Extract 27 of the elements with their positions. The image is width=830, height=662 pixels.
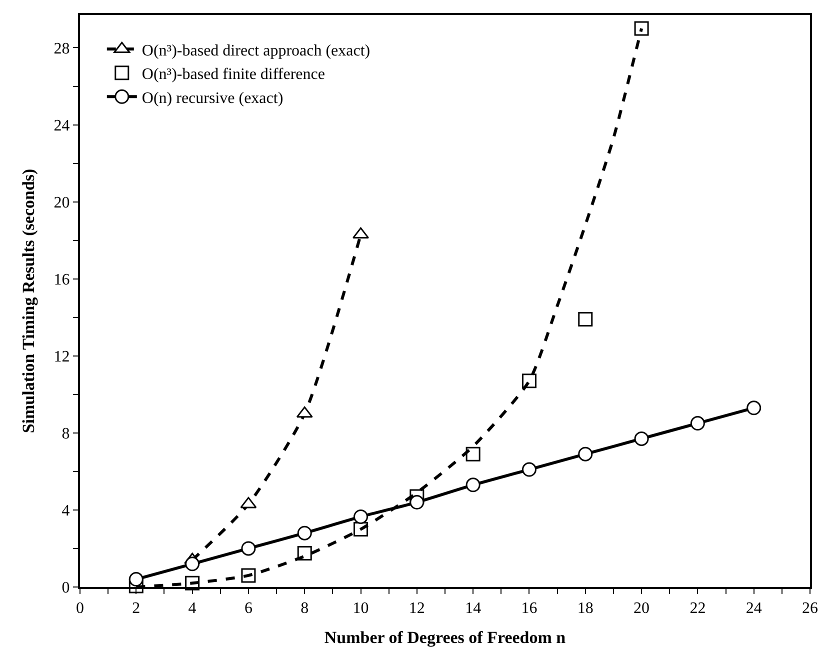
x-tick-label: 16 <box>521 600 538 618</box>
x-tick-label: 8 <box>300 600 309 618</box>
x-tick-label: 2 <box>132 600 140 618</box>
x-tick-label: 18 <box>577 600 594 618</box>
x-tick-label: 0 <box>76 600 84 618</box>
x-tick-label: 10 <box>352 600 369 618</box>
y-axis-title: Simulation Timing Results (seconds) <box>18 168 38 434</box>
y-tick-label: 12 <box>54 348 70 366</box>
x-axis-title: Number of Degrees of Freedom n <box>324 628 566 648</box>
y-tick-label: 16 <box>54 271 70 288</box>
x-tick-label: 14 <box>465 600 482 618</box>
x-tick-label: 20 <box>634 600 650 618</box>
x-tick-label: 4 <box>188 600 196 618</box>
y-tick-label: 8 <box>62 426 70 443</box>
x-tick-label: 22 <box>690 600 706 618</box>
y-tick-label: 28 <box>54 40 70 58</box>
y-tick-label: 24 <box>54 117 70 134</box>
legend-label: O(n³)-based finite difference <box>142 66 325 84</box>
x-tick-label: 26 <box>802 600 818 618</box>
y-tick-label: 0 <box>62 580 70 597</box>
y-tick-label: 20 <box>54 194 70 212</box>
y-tick-label: 4 <box>62 502 70 520</box>
x-tick-label: 6 <box>244 600 252 618</box>
x-tick-label: 24 <box>746 600 762 618</box>
legend-label: O(n) recursive (exact) <box>142 90 284 107</box>
legend-label: O(n³)-based direct approach (exact) <box>142 42 370 60</box>
x-tick-label: 12 <box>408 600 425 618</box>
